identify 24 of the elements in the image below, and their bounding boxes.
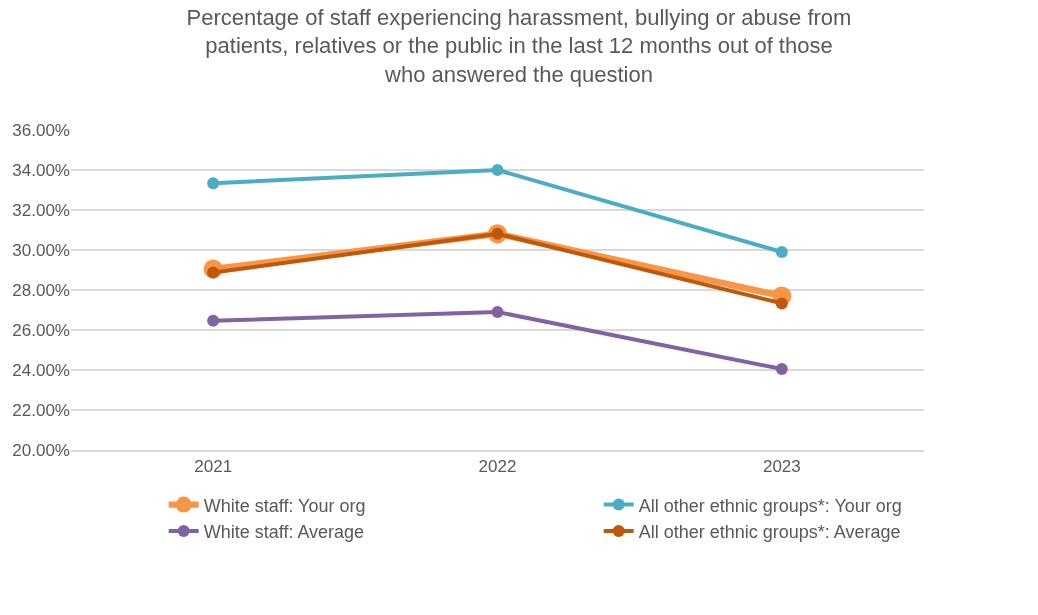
point — [775, 246, 788, 258]
y-tick-label: 34.00% — [12, 160, 70, 180]
y-tick-label: 26.00% — [12, 320, 70, 340]
chart-title: Percentage of staff experiencing harassment, bullying or abuse from patients, relatives or the public in the last 12 months out of those who answered the question — [186, 4, 852, 87]
y-tick-label: 36.00% — [12, 120, 70, 140]
x-tick-label: 2022 — [478, 457, 517, 477]
point — [207, 314, 220, 327]
point — [207, 177, 220, 190]
x-tick-label: 2023 — [762, 457, 801, 477]
point — [491, 306, 504, 318]
legend-label: White staff: Your org — [203, 495, 366, 516]
y-tick-label: 22.00% — [12, 400, 70, 420]
y-tick-label: 20.00% — [12, 440, 70, 460]
point — [491, 164, 504, 176]
y-tick-label: 32.00% — [12, 200, 70, 220]
point — [775, 297, 788, 310]
y-tick-label: 30.00% — [12, 240, 70, 260]
legend-label: White staff: Average — [203, 522, 365, 543]
y-tick-label: 28.00% — [12, 280, 70, 300]
legend-label: All other ethnic groups*: Your org — [638, 495, 902, 516]
y-tick-label: 24.00% — [12, 360, 70, 380]
legend-label: All other ethnic groups*: Average — [638, 522, 901, 543]
point — [775, 363, 788, 375]
x-tick-label: 2021 — [194, 457, 233, 477]
